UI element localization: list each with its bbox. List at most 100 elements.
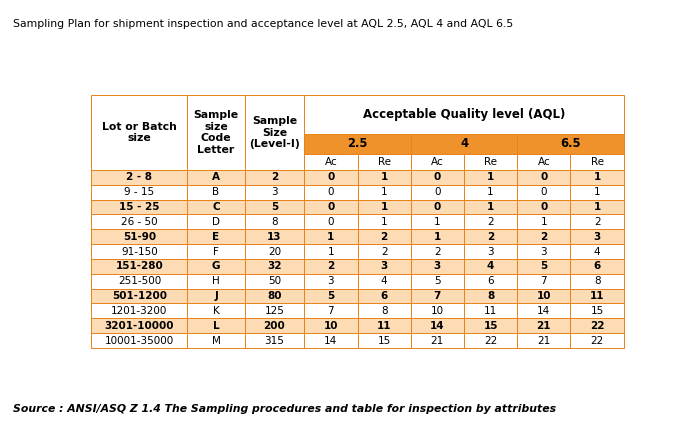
Text: 10: 10 [537,291,551,301]
Bar [304,134,411,153]
Text: 2: 2 [487,232,494,242]
Text: Re: Re [484,157,497,167]
Text: 3: 3 [487,247,494,256]
Bar [411,274,464,289]
Text: 15: 15 [590,306,603,316]
Text: 3: 3 [271,187,278,197]
Text: 0: 0 [327,202,335,212]
Text: 14: 14 [324,336,338,345]
Text: 14: 14 [430,321,445,331]
Text: Sample
Size
(Level-I): Sample Size (Level-I) [249,116,300,149]
Bar [304,244,358,259]
Text: 1: 1 [594,187,601,197]
Text: 151-280: 151-280 [116,262,164,271]
Text: 22: 22 [590,321,604,331]
Text: 7: 7 [328,306,334,316]
Text: 125: 125 [264,306,285,316]
Bar [187,289,244,303]
Bar [244,259,304,274]
Bar [304,229,358,244]
Text: 80: 80 [267,291,282,301]
Text: 1: 1 [381,217,388,227]
Text: 0: 0 [434,202,441,212]
Bar [411,229,464,244]
Bar [358,274,411,289]
Bar [571,229,624,244]
Text: 2: 2 [487,217,494,227]
Text: 1: 1 [594,173,601,182]
Bar [187,185,244,200]
Text: 32: 32 [267,262,282,271]
Text: 1: 1 [381,173,388,182]
Bar [571,200,624,214]
Text: 8: 8 [381,306,388,316]
Text: 21: 21 [431,336,444,345]
Bar [571,153,624,170]
Text: 11: 11 [377,321,391,331]
Text: 1: 1 [434,217,441,227]
Text: 2: 2 [327,262,335,271]
Text: 3201-10000: 3201-10000 [104,321,174,331]
Text: 5: 5 [540,262,548,271]
Text: 5: 5 [327,291,335,301]
Bar [91,274,187,289]
Bar [187,303,244,318]
Bar [304,259,358,274]
Bar [517,259,571,274]
Text: Ac: Ac [537,157,551,167]
Text: 15: 15 [483,321,498,331]
Bar [571,214,624,229]
Bar [304,185,358,200]
Bar [91,333,187,348]
Text: 1: 1 [434,232,441,242]
Text: 315: 315 [264,336,285,345]
Bar [91,244,187,259]
Bar [571,274,624,289]
Text: Sampling Plan for shipment inspection and acceptance level at AQL 2.5, AQL 4 and: Sampling Plan for shipment inspection an… [13,19,513,29]
Text: 0: 0 [327,173,335,182]
Text: 1: 1 [541,217,547,227]
Bar [91,200,187,214]
Bar [187,214,244,229]
Text: 1: 1 [594,202,601,212]
Text: 8: 8 [487,291,494,301]
Bar [411,333,464,348]
Bar [571,244,624,259]
Bar [358,244,411,259]
Text: J: J [214,291,218,301]
Bar [517,318,571,333]
Bar [411,214,464,229]
Bar [517,244,571,259]
Text: G: G [212,262,221,271]
Text: 0: 0 [540,173,548,182]
Bar [358,333,411,348]
Bar [571,259,624,274]
Bar [358,318,411,333]
Text: 10: 10 [324,321,338,331]
Text: 1: 1 [487,187,494,197]
Text: 0: 0 [328,217,334,227]
Text: 22: 22 [484,336,497,345]
Text: 8: 8 [271,217,278,227]
Text: Ac: Ac [324,157,338,167]
Text: Source : ANSI/ASQ Z 1.4 The Sampling procedures and table for inspection by attr: Source : ANSI/ASQ Z 1.4 The Sampling pro… [13,404,555,414]
Bar [411,200,464,214]
Bar [187,200,244,214]
Bar [91,95,187,170]
Text: 4: 4 [594,247,601,256]
Bar [464,214,517,229]
Bar [304,289,358,303]
Text: 14: 14 [537,306,551,316]
Text: 5: 5 [271,202,278,212]
Text: 10001-35000: 10001-35000 [105,336,174,345]
Text: 251-500: 251-500 [118,276,161,286]
Text: F: F [213,247,219,256]
Text: 15 - 25: 15 - 25 [119,202,159,212]
Bar [187,244,244,259]
Text: 4: 4 [381,276,388,286]
Text: H: H [212,276,220,286]
Text: 3: 3 [434,262,441,271]
Bar [411,134,517,153]
Bar [244,200,304,214]
Bar [571,303,624,318]
